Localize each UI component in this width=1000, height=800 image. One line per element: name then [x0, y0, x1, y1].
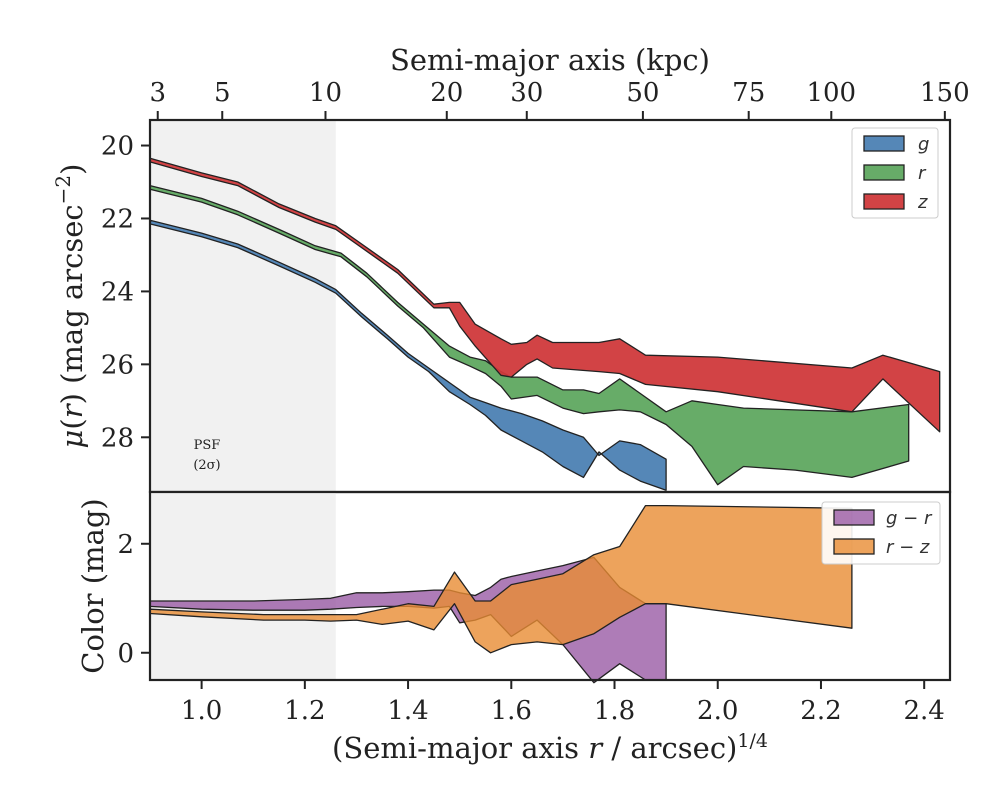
legend-label: z [917, 192, 928, 213]
y-tick-label: 26 [101, 350, 134, 380]
legend-label: g − r [886, 508, 933, 529]
x-tick-label: 1.4 [387, 696, 428, 726]
legend-swatch [863, 193, 905, 210]
legend-swatch [863, 135, 905, 152]
kpc-tick-label: 150 [920, 78, 970, 108]
y-tick-label: 0 [117, 639, 134, 669]
kpc-tick-label: 100 [806, 78, 856, 108]
kpc-ticks: 3 5 10 20 30 50 75 100 150 [149, 78, 970, 120]
kpc-tick-label: 5 [214, 78, 231, 108]
bottom-legend: g − r r − z [821, 501, 941, 565]
bottom-y-axis-label: Color (mag) [76, 498, 110, 673]
band-z [149, 157, 941, 433]
x-tick-label: 1.0 [181, 696, 222, 726]
x-tick-label: 1.6 [491, 696, 532, 726]
y-tick-label: 24 [101, 277, 134, 307]
psf-label: PSF [194, 438, 221, 453]
color-panel: 02 1.0 1.2 1.4 1.6 1.8 2.0 2.2 2.4 (Semi-major … [76, 490, 952, 765]
bottom-panel-frame [148, 490, 952, 682]
top-legend: grz [851, 127, 939, 219]
bottom-x-axis-label: (Semi-major axis r / arcsec)1/4 [332, 730, 768, 765]
legend-label: r − z [886, 537, 930, 558]
psf-shaded-region [150, 120, 336, 492]
x-tick-label: 1.2 [284, 696, 325, 726]
legend-swatch [863, 164, 905, 181]
y-tick-label: 22 [101, 204, 134, 234]
x-tick-label: 1.8 [594, 696, 635, 726]
kpc-tick-label: 30 [510, 78, 543, 108]
kpc-tick-label: 50 [626, 78, 659, 108]
x-tick-label: 2.2 [800, 696, 841, 726]
psf-shaded-region [150, 492, 336, 680]
bottom-x-ticks: 1.0 1.2 1.4 1.6 1.8 2.0 2.2 2.4 [181, 680, 945, 726]
kpc-tick-label: 20 [430, 78, 463, 108]
y-tick-label: 28 [101, 423, 134, 453]
band-r [149, 184, 910, 486]
kpc-tick-label: 75 [732, 78, 765, 108]
legend-swatch [833, 509, 875, 526]
x-tick-label: 2.0 [697, 696, 738, 726]
top-y-ticks: 20 22 24 26 28 [101, 132, 150, 453]
top-y-axis-label: μ(r) (mag arcsec−2) [51, 164, 89, 449]
legend-label: r [918, 163, 927, 184]
surface-brightness-panel: 20 22 24 26 28 3 5 10 20 30 50 75 100 150 Semi-major… [51, 43, 970, 494]
y-tick-label: 2 [117, 530, 134, 560]
psf-sigma-label: (2σ) [193, 458, 220, 473]
kpc-tick-label: 3 [149, 78, 166, 108]
legend-swatch [833, 538, 875, 555]
top-x-axis-label: Semi-major axis (kpc) [390, 43, 710, 77]
x-tick-label: 2.4 [904, 696, 945, 726]
surface-brightness-bands [149, 157, 941, 491]
legend-label: g [918, 134, 929, 155]
band-g [149, 219, 667, 491]
kpc-tick-label: 10 [309, 78, 342, 108]
band-r-z [149, 504, 853, 654]
y-tick-label: 20 [101, 132, 134, 162]
bottom-y-ticks: 02 [117, 530, 150, 669]
